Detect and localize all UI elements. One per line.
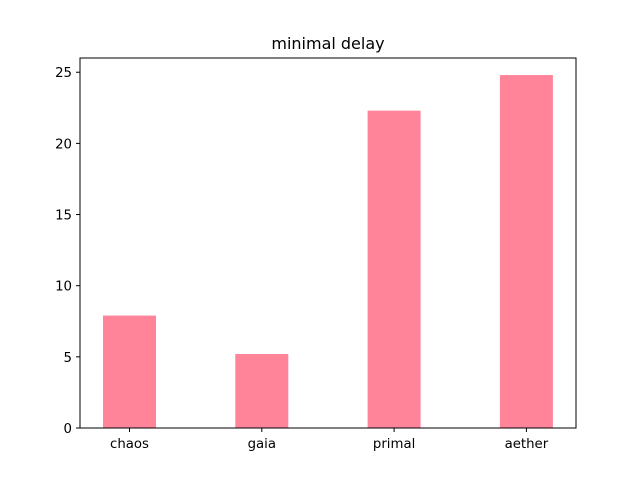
bar-gaia bbox=[235, 354, 289, 428]
x-tick-label-chaos: chaos bbox=[110, 437, 149, 452]
bar-aether bbox=[499, 75, 553, 429]
y-tick-label: 25 bbox=[55, 66, 72, 81]
plot-frame bbox=[79, 57, 577, 429]
chart-title: minimal delay bbox=[271, 34, 384, 53]
y-tick-label: 15 bbox=[55, 209, 72, 224]
axes-group: 0 5 10 15 20 25 chaos gaia primal aether bbox=[55, 57, 577, 452]
x-tick-label-aether: aether bbox=[505, 437, 549, 452]
y-tick-label: 10 bbox=[55, 280, 72, 295]
x-tick-label-primal: primal bbox=[373, 437, 415, 452]
bar-primal bbox=[367, 110, 421, 429]
y-tick-label: 0 bbox=[64, 422, 72, 437]
y-tick-label: 5 bbox=[64, 351, 72, 366]
x-tick-label-gaia: gaia bbox=[248, 437, 276, 452]
bar-chaos bbox=[103, 315, 156, 428]
bars-group bbox=[103, 75, 553, 429]
y-tick-label: 20 bbox=[55, 137, 72, 152]
